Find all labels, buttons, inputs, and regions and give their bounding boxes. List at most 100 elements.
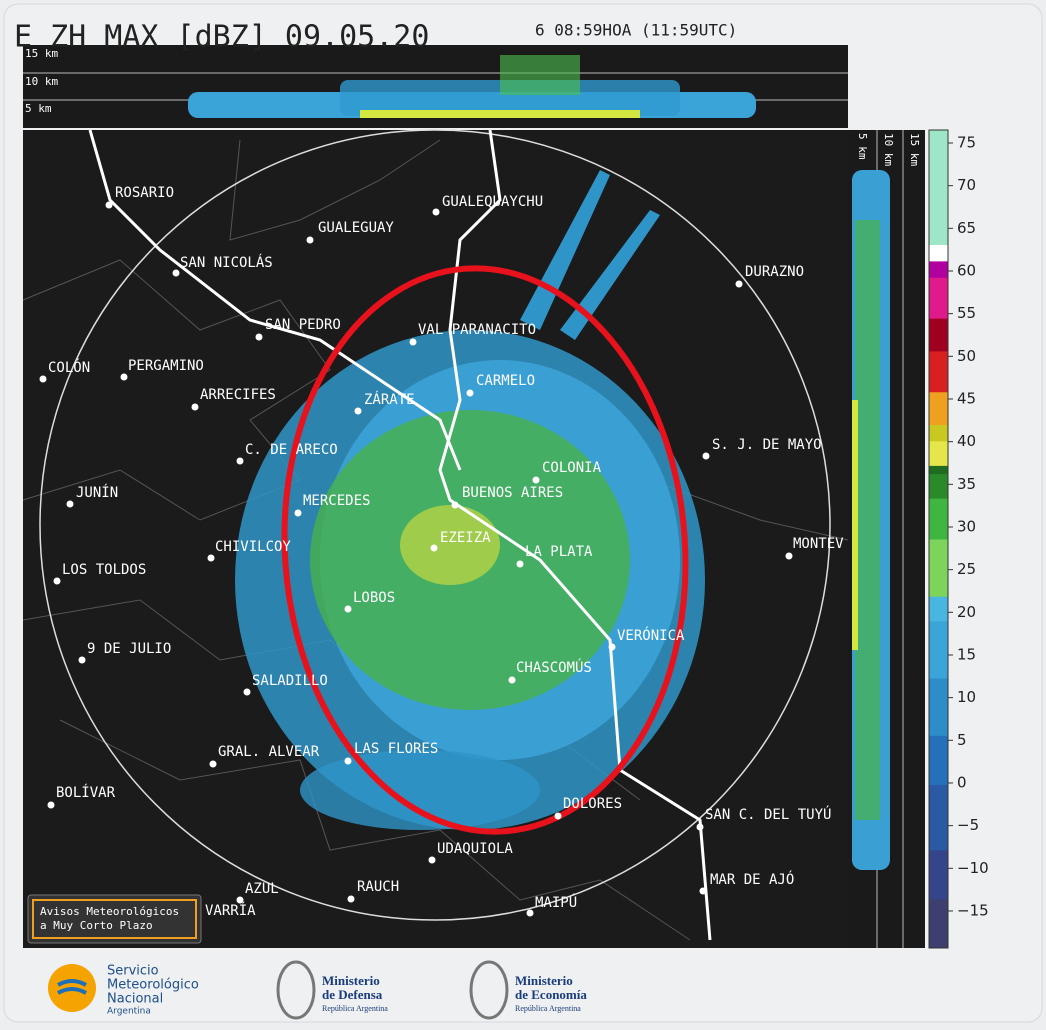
city-label: SAN NICOLÁS <box>180 254 273 271</box>
city-dot <box>451 501 459 509</box>
footer-text: de Defensa <box>322 987 383 1002</box>
city-label: SAN PEDRO <box>265 317 341 333</box>
colorbar-band <box>929 424 948 442</box>
city-dot <box>39 375 47 383</box>
city-label: C. DE ARECO <box>245 442 338 458</box>
city-label: BUENOS AIRES <box>462 485 563 501</box>
colorbar-band <box>929 620 948 679</box>
city-label: VERÓNICA <box>617 626 685 644</box>
city-label: GUALEQUAYCHU <box>442 194 543 210</box>
city-label: BOLÍVAR <box>56 784 116 801</box>
colorbar-label: −5 <box>957 816 979 834</box>
colorbar-label: 40 <box>957 432 976 450</box>
colorbar-label: 75 <box>957 134 976 152</box>
city-label: CHIVILCOY <box>215 539 291 555</box>
city-dot <box>236 457 244 465</box>
colorbar-band <box>929 596 948 622</box>
colorbar-label: 15 <box>957 645 976 663</box>
city-dot <box>735 280 743 288</box>
city-label: ARRECIFES <box>200 387 276 403</box>
city-label: PERGAMINO <box>128 358 204 374</box>
colorbar-label: 10 <box>957 688 976 706</box>
echo-profile <box>500 55 580 95</box>
colorbar-label: 30 <box>957 517 976 535</box>
height-label: 5 km <box>856 133 869 160</box>
city-dot <box>294 509 302 517</box>
colorbar-label: 20 <box>957 603 976 621</box>
colorbar-label: 55 <box>957 304 976 322</box>
colorbar-band <box>929 350 948 393</box>
city-label: MAR DE AJÓ <box>710 870 794 888</box>
height-label: 15 km <box>908 133 921 166</box>
city-label: CHASCOMÚS <box>516 658 592 676</box>
city-dot <box>243 688 251 696</box>
highlight-ellipse <box>281 265 689 835</box>
city-dot <box>66 500 74 508</box>
footer-text: Ministerio <box>322 973 380 988</box>
city-dot <box>554 812 562 820</box>
colorbar-band <box>929 498 948 540</box>
footer-text: República Argentina <box>322 1004 388 1013</box>
city-label: MERCEDES <box>303 493 370 509</box>
footer-text: Argentina <box>107 1007 151 1017</box>
colorbar-label: 25 <box>957 560 976 578</box>
colorbar-label: −15 <box>957 901 989 919</box>
city-label: ROSARIO <box>115 185 174 201</box>
city-dot <box>432 208 440 216</box>
colorbar-label: 5 <box>957 731 967 749</box>
city-dot <box>699 887 707 895</box>
city-label: DURAZNO <box>745 264 804 280</box>
city-dot <box>430 544 438 552</box>
warning-box[interactable] <box>27 894 202 944</box>
footer-text: de Economía <box>515 987 587 1002</box>
city-dot <box>53 577 61 585</box>
city-label: UDAQUIOLA <box>437 841 513 857</box>
footer-text: Ministerio <box>515 973 573 988</box>
city-label: COLÓN <box>48 358 90 376</box>
colorbar-band <box>929 849 948 900</box>
city-dot <box>466 389 474 397</box>
city-dot <box>608 643 616 651</box>
colorbar-band <box>929 277 948 319</box>
warning-text: Avisos Meteorológicos <box>40 905 179 918</box>
city-dot <box>785 552 793 560</box>
city-dot <box>526 909 534 917</box>
colorbar-band <box>929 244 948 262</box>
colorbar-band <box>929 735 948 785</box>
city-label: LAS FLORES <box>354 741 438 757</box>
city-dot <box>236 896 244 904</box>
colorbar-label: 0 <box>957 773 967 791</box>
warning-text: a Muy Corto Plazo <box>40 919 153 932</box>
warning-border <box>32 899 197 939</box>
city-label: S. J. DE MAYO <box>712 437 822 453</box>
echo-profile <box>360 110 640 118</box>
city-label: AZUL <box>245 881 279 897</box>
city-dot <box>255 333 263 341</box>
city-label: CARMELO <box>476 373 535 389</box>
city-dot <box>47 801 55 809</box>
emblem <box>276 960 316 1020</box>
city-dot <box>344 757 352 765</box>
colorbar-band <box>929 539 948 597</box>
city-label: MONTEV <box>793 536 844 552</box>
echo-profile <box>340 80 680 116</box>
city-dot <box>508 676 516 684</box>
city-label: ZÁRATE <box>364 391 415 408</box>
range-ring <box>39 129 831 921</box>
colorbar-band <box>929 260 948 278</box>
colorbar-band <box>929 318 948 352</box>
height-label: 10 km <box>25 75 58 88</box>
city-label: SAN C. DEL TUYÚ <box>705 805 831 823</box>
colorbar-band <box>929 130 948 246</box>
city-dot <box>344 605 352 613</box>
city-label: VARRÍA <box>205 902 256 919</box>
city-label: LA PLATA <box>525 544 593 560</box>
city-label: EZEIZA <box>440 530 491 546</box>
colorbar-label: 35 <box>957 475 976 493</box>
height-label: 10 km <box>882 133 895 166</box>
city-label: DOLORES <box>563 796 622 812</box>
echo-profile <box>855 220 880 820</box>
colorbar-label: 60 <box>957 261 976 279</box>
footer-text: Nacional <box>107 992 163 1007</box>
